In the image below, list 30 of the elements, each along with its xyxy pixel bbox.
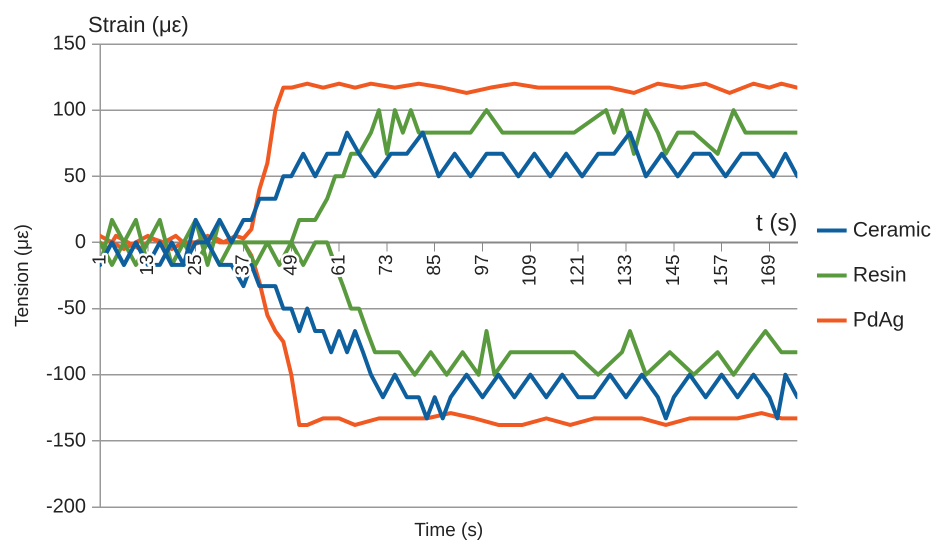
x-tick-label: 145 [663,254,684,286]
legend-label: PdAg [852,308,904,332]
x-tick-label: 157 [710,254,732,286]
y-tick-label: -50 [57,297,86,320]
x-tick-label: 109 [520,254,541,286]
y-tick-label: -100 [46,363,86,386]
x-tick-label: 121 [567,254,588,286]
x-tick-label: 25 [184,254,206,276]
x-tick-label: 1 [89,254,110,266]
x-tick-label: 97 [472,254,493,276]
x-tick-label: 61 [328,254,350,276]
y-axis-title: Tension (με) [12,224,33,327]
y-tick-label: -150 [46,429,86,452]
y-tick-label: 100 [52,98,86,121]
y-tick-label: 50 [64,164,86,187]
x-axis-title: Time (s) [414,520,484,541]
x-tick-label: 169 [758,254,780,286]
x-tick-label: 13 [137,254,158,276]
legend-label: Ceramic [852,218,932,242]
x-tick-label: 37 [232,254,254,276]
x-tick-label: 73 [376,254,398,276]
chart-title: Strain (με) [88,12,189,37]
y-tick-label: -200 [46,496,86,518]
x-tick-label: 49 [280,254,302,276]
x-tick-label: 133 [615,254,636,286]
y-tick-label: 150 [52,32,86,55]
legend-label: Resin [852,263,907,286]
x-tick-label: 85 [424,254,445,276]
y-tick-label: 0 [74,230,86,253]
annotation: t (s) [756,209,798,236]
